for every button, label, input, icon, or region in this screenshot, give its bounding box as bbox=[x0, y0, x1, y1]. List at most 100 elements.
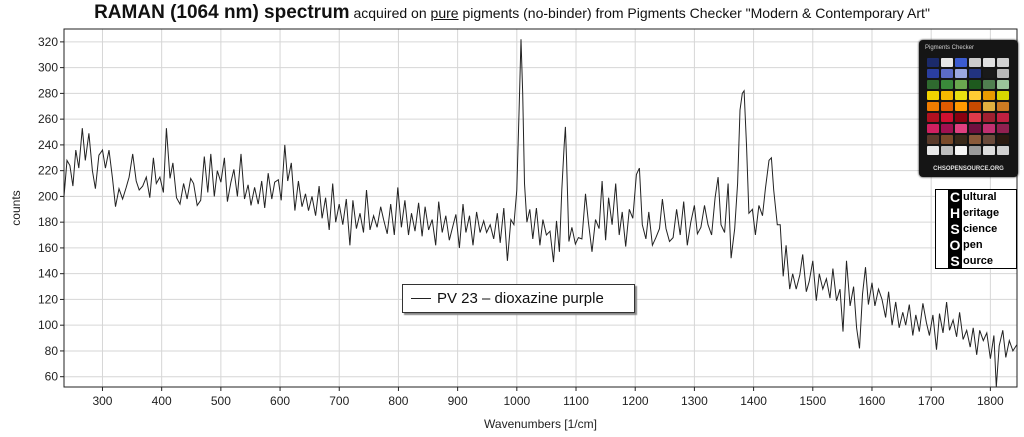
pigment-swatch bbox=[955, 113, 967, 122]
x-axis-label: Wavenumbers [1/cm] bbox=[484, 417, 597, 431]
pigment-swatch bbox=[927, 80, 939, 89]
pigment-swatch bbox=[969, 58, 981, 67]
x-tick-label: 600 bbox=[270, 394, 290, 408]
y-tick-label: 240 bbox=[38, 138, 58, 152]
pigment-swatch bbox=[941, 102, 953, 111]
legend: PV 23 – dioxazine purple bbox=[402, 284, 635, 313]
chsos-word: ource bbox=[963, 255, 993, 267]
chsos-word: eritage bbox=[963, 207, 1000, 219]
x-tick-label: 1700 bbox=[918, 394, 945, 408]
photo-caption: CHSOPENSOURCE.ORG bbox=[933, 166, 1004, 172]
pigment-swatch bbox=[927, 102, 939, 111]
chsos-letter: O bbox=[948, 237, 962, 253]
chsos-letter: S bbox=[948, 253, 962, 269]
y-tick-label: 80 bbox=[45, 344, 59, 358]
pigment-swatch bbox=[955, 124, 967, 133]
x-tick-label: 1000 bbox=[503, 394, 530, 408]
pigment-swatch bbox=[955, 135, 967, 144]
pigment-swatch bbox=[983, 146, 995, 155]
pigment-swatch bbox=[997, 91, 1009, 100]
pigment-swatch bbox=[941, 91, 953, 100]
y-tick-label: 160 bbox=[38, 241, 58, 255]
legend-label: PV 23 – dioxazine purple bbox=[437, 290, 604, 307]
pigment-swatch-grid bbox=[927, 58, 1009, 155]
y-tick-label: 260 bbox=[38, 112, 58, 126]
x-tick-label: 500 bbox=[211, 394, 231, 408]
pigment-swatch bbox=[983, 91, 995, 100]
y-tick-label: 220 bbox=[38, 164, 58, 178]
chsos-word: cience bbox=[963, 223, 998, 235]
pigment-swatch bbox=[969, 91, 981, 100]
x-tick-label: 1400 bbox=[740, 394, 767, 408]
pigment-swatch bbox=[927, 146, 939, 155]
pigment-swatch bbox=[969, 135, 981, 144]
pigment-swatch bbox=[955, 80, 967, 89]
x-tick-label: 800 bbox=[388, 394, 408, 408]
pigment-swatch bbox=[997, 58, 1009, 67]
pigment-swatch bbox=[997, 102, 1009, 111]
x-tick-label: 1300 bbox=[681, 394, 708, 408]
pigment-swatch bbox=[969, 124, 981, 133]
chart-title: RAMAN (1064 nm) spectrum acquired on pur… bbox=[0, 2, 1024, 24]
title-text-a: acquired on bbox=[349, 5, 431, 21]
pigment-swatch bbox=[941, 146, 953, 155]
x-tick-label: 1800 bbox=[977, 394, 1004, 408]
x-tick-label: 900 bbox=[448, 394, 468, 408]
pigment-swatch bbox=[927, 69, 939, 78]
pigment-swatch bbox=[997, 124, 1009, 133]
pigment-swatch bbox=[927, 91, 939, 100]
y-tick-label: 60 bbox=[45, 370, 59, 384]
pigment-swatch bbox=[955, 58, 967, 67]
title-main: RAMAN (1064 nm) spectrum bbox=[94, 2, 350, 23]
pigment-swatch bbox=[997, 135, 1009, 144]
chsos-word: pen bbox=[963, 239, 983, 251]
x-axis-ticks: 300 400 500 600 700 800 900 1000 1100 1200 1300 140… bbox=[92, 387, 1004, 408]
chsos-letter: C bbox=[948, 189, 962, 205]
pigment-swatch bbox=[927, 135, 939, 144]
pigment-swatch bbox=[969, 69, 981, 78]
pigment-swatch bbox=[927, 58, 939, 67]
series-line-pv23 bbox=[63, 39, 1018, 388]
x-tick-label: 1600 bbox=[859, 394, 886, 408]
y-axis-label: counts bbox=[9, 190, 23, 225]
pigment-swatch bbox=[983, 135, 995, 144]
pigment-swatch bbox=[927, 124, 939, 133]
title-text-b: pigments (no-binder) from Pigments Check… bbox=[458, 5, 930, 21]
pigments-checker-photo: Pigments Checker CHSOPENSOURCE.ORG bbox=[919, 40, 1018, 177]
legend-swatch bbox=[411, 298, 431, 299]
pigment-swatch bbox=[997, 113, 1009, 122]
pigment-swatch bbox=[955, 146, 967, 155]
x-tick-label: 1500 bbox=[799, 394, 826, 408]
pigment-swatch bbox=[941, 113, 953, 122]
pigment-swatch bbox=[955, 69, 967, 78]
pigment-swatch bbox=[941, 124, 953, 133]
pigment-swatch bbox=[941, 58, 953, 67]
y-tick-label: 120 bbox=[38, 292, 58, 306]
pigment-swatch bbox=[997, 146, 1009, 155]
x-tick-label: 700 bbox=[329, 394, 349, 408]
pigment-swatch bbox=[969, 113, 981, 122]
chsos-letter: H bbox=[948, 205, 962, 221]
pigment-swatch bbox=[983, 124, 995, 133]
title-underlined: pure bbox=[430, 5, 459, 21]
y-tick-label: 320 bbox=[38, 35, 58, 49]
pigment-swatch bbox=[955, 91, 967, 100]
x-tick-label: 1100 bbox=[563, 394, 589, 408]
y-tick-label: 100 bbox=[38, 318, 58, 332]
pigment-swatch bbox=[983, 113, 995, 122]
pigment-swatch bbox=[941, 80, 953, 89]
x-tick-label: 300 bbox=[92, 394, 112, 408]
pigment-swatch bbox=[983, 58, 995, 67]
pigment-swatch bbox=[969, 80, 981, 89]
chsos-word: ultural bbox=[963, 191, 997, 203]
pigment-swatch bbox=[997, 69, 1009, 78]
plot-frame bbox=[63, 28, 1018, 388]
y-tick-label: 180 bbox=[38, 215, 58, 229]
x-tick-label: 400 bbox=[152, 394, 172, 408]
